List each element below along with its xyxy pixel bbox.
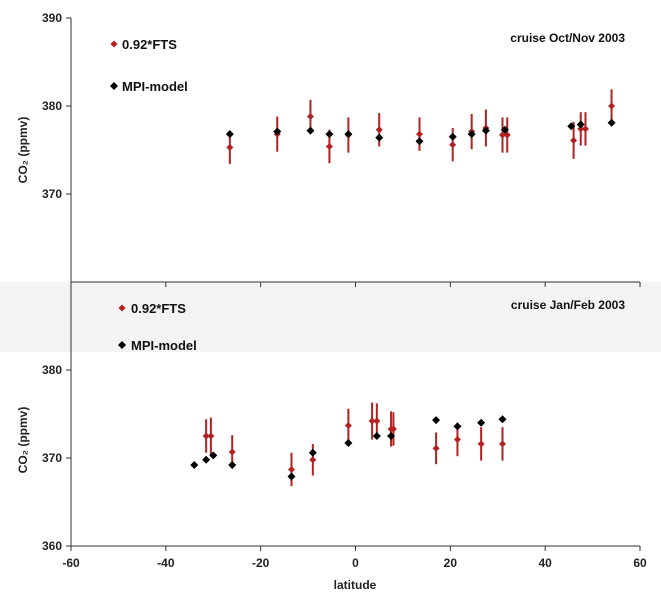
x-axis-title: latitude [334,578,377,592]
fts-point [477,440,485,448]
lower-y-axis-title: CO₂ (ppmv) [16,407,30,474]
fts-point [306,113,314,121]
model-point [576,120,585,129]
fts-point [503,131,511,139]
legend-markers [110,40,126,349]
fts-point [453,436,461,444]
model-point [344,130,353,139]
lower-panel-background [0,282,661,352]
fts-point [344,421,352,429]
upper-y-axis-title: CO₂ (ppmv) [16,117,30,184]
model-point [287,472,296,481]
fts-point [608,102,616,110]
x-tick-label: 20 [444,556,458,570]
lower-panel-labels: cruise Jan/Feb 2003 CO₂ (ppmv) 0.92*FTS … [16,298,625,592]
x-tick-label: -20 [252,556,270,570]
model-point [228,461,237,470]
upper-legend-fts-label: 0.92*FTS [122,37,177,52]
y-tick-label: 390 [42,11,62,25]
lower-legend-model-label: MPI-model [131,338,197,353]
fts-point [226,143,234,151]
fts-point [368,417,376,425]
legend-model-marker [110,82,118,90]
model-point [432,416,441,425]
model-point [481,126,490,135]
fts-point [207,432,215,440]
y-tick-label: 370 [42,451,62,465]
fts-point [373,417,381,425]
y-tick-label: 360 [42,539,62,553]
axis-ticks: 370 380 390 360 370 380 -60 -40 -20 0 20 40 60 [42,11,647,570]
upper-panel-labels: cruise Oct/Nov 2003 CO₂ (ppmv) 0.92*FTS … [16,31,625,183]
model-point [308,448,317,457]
fts-point [577,125,585,133]
model-point [225,130,234,139]
model-point [498,415,507,424]
y-tick-label: 380 [42,363,62,377]
fts-point [581,125,589,133]
lower-panel-title: cruise Jan/Feb 2003 [511,298,625,312]
upper-legend-model-label: MPI-model [122,79,188,94]
model-point [306,126,315,135]
model-point [273,127,282,136]
model-point [190,461,199,470]
fts-point [498,440,506,448]
model-point [202,455,211,464]
model-point [453,422,462,431]
legend-fts-marker [110,40,118,48]
fts-point [228,448,236,456]
upper-panel-marks [225,89,616,165]
model-point [500,125,509,134]
model-point [209,451,218,460]
fts-point [389,425,397,433]
legend-model-marker [118,341,126,349]
x-tick-label: -40 [157,556,175,570]
fts-point [498,131,506,139]
model-point [467,130,476,139]
model-point [372,432,381,440]
model-point [387,432,396,440]
model-point [567,122,576,131]
model-point [448,132,457,141]
upper-panel-title: cruise Oct/Nov 2003 [510,31,625,45]
x-tick-label: 60 [633,556,647,570]
x-tick-label: 40 [538,556,552,570]
fts-point [202,432,210,440]
legend-fts-marker [118,304,126,312]
model-point [415,137,424,146]
x-tick-label: 0 [352,556,359,570]
x-tick-label: -60 [62,556,80,570]
model-point [325,130,334,139]
fts-point [375,126,383,134]
fts-point [449,141,457,149]
model-point [375,133,384,142]
y-tick-label: 370 [42,187,62,201]
lower-panel-marks [190,402,507,487]
fts-point [325,142,333,150]
fts-point [432,444,440,452]
y-tick-label: 380 [42,99,62,113]
fts-point [416,130,424,138]
model-point [607,118,616,127]
fts-point [570,136,578,144]
fts-point [287,465,295,473]
model-point [344,439,353,448]
lower-legend-fts-label: 0.92*FTS [131,301,186,316]
model-point [477,418,486,427]
fts-point [309,456,317,464]
